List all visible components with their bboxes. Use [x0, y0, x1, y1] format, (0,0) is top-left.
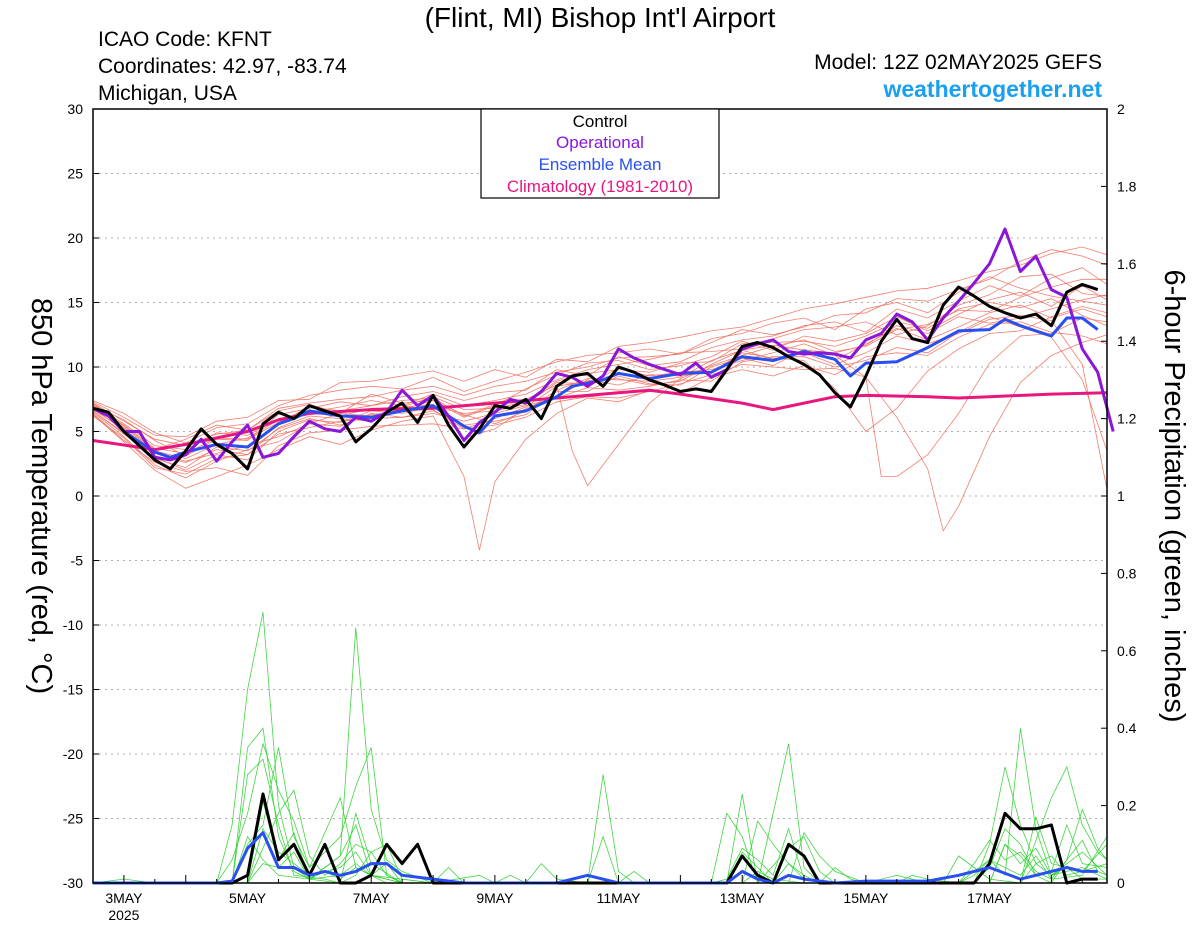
ensemble-member-temp-line [92, 316, 1108, 475]
icao-code: ICAO Code: KFNT [98, 28, 272, 51]
ensemble-member-precip-line [93, 789, 1108, 884]
website-link[interactable]: weathertogether.net [883, 76, 1102, 102]
ensemble-member-precip-line [93, 728, 1108, 884]
y-tick-label-left: 20 [67, 230, 83, 246]
ensemble-member-temp-line [92, 249, 1108, 447]
y-tick-label-right: 2 [1117, 101, 1125, 117]
ensemble-member-temp-line [92, 246, 1108, 438]
x-tick-label: 15MAY [843, 890, 889, 906]
legend-item-operational: Operational [556, 133, 644, 152]
x-tick-label: 5MAY [229, 890, 267, 906]
model-label: Model: 12Z 02MAY2025 GEFS [814, 51, 1102, 74]
y-tick-label-left: -10 [63, 617, 83, 633]
x-tick-label: 13MAY [720, 890, 766, 906]
legend: Control Operational Ensemble Mean Climat… [480, 108, 720, 199]
y-tick-label-right: 1.8 [1117, 178, 1137, 194]
ensemble-members [92, 246, 1108, 885]
y-tick-label-right: 0.4 [1117, 720, 1137, 736]
ensemble-member-temp-line [92, 314, 1108, 490]
temp-series-control [92, 282, 1099, 471]
x-tick-label: 9MAY [476, 890, 514, 906]
precip-series-ensemble-mean [93, 831, 1098, 885]
legend-item-climatology: Climatology (1981-2010) [507, 177, 693, 196]
legend-box [480, 108, 720, 199]
y-tick-label-right: 0 [1117, 875, 1125, 891]
ensemble-member-temp-line [92, 321, 1108, 551]
y-tick-label-left: -25 [63, 811, 83, 827]
y-axis-label-right: 6-hour Precipitation (green, inches) [1158, 270, 1190, 723]
temp-series-ensemble-mean [92, 316, 1099, 459]
region-label: Michigan, USA [98, 82, 237, 105]
y-tick-label-left: 10 [67, 359, 83, 375]
precip-series-control [93, 792, 1098, 885]
legend-item-control: Control [573, 112, 628, 131]
y-tick-label-left: 25 [67, 166, 83, 182]
coordinates: Coordinates: 42.97, -83.74 [98, 55, 347, 78]
y-tick-label-left: 15 [67, 295, 83, 311]
temp-series-operational [92, 227, 1115, 463]
temp-series-climatology [92, 388, 1108, 452]
y-axis-label-left: 850 hPa Temperature (red, °C) [25, 298, 57, 694]
y-tick-label-right: 0.8 [1117, 565, 1137, 581]
chart-title: (Flint, MI) Bishop Int'l Airport [424, 2, 776, 33]
x-tick-label: 11MAY [597, 890, 641, 906]
y-tick-label-left: 30 [67, 101, 83, 117]
legend-item-ensemble-mean: Ensemble Mean [539, 155, 662, 174]
y-tick-label-right: 1.4 [1117, 333, 1137, 349]
y-tick-label-left: -15 [63, 682, 83, 698]
ensemble-member-temp-line [92, 285, 1108, 451]
y-tick-label-left: -5 [71, 553, 84, 569]
y-tick-label-right: 0.6 [1117, 643, 1137, 659]
y-tick-label-right: 1 [1117, 488, 1125, 504]
y-tick-label-right: 0.2 [1117, 798, 1137, 814]
y-tick-label-left: -20 [63, 746, 83, 762]
ensemble-member-temp-line [92, 304, 1108, 479]
y-tick-label-left: 5 [75, 424, 83, 440]
y-tick-label-right: 1.6 [1117, 256, 1137, 272]
y-tick-label-right: 1.2 [1117, 411, 1137, 427]
x-tick-label: 17MAY [967, 890, 1013, 906]
x-tick-label: 7MAY [353, 890, 391, 906]
x-tick-sublabel: 2025 [108, 907, 139, 923]
x-tick-label: 3MAY [105, 890, 143, 906]
ensemble-member-precip-line [92, 612, 1108, 884]
y-tick-label-left: 0 [75, 488, 83, 504]
y-tick-label-left: -30 [63, 875, 83, 891]
grid [93, 173, 1107, 819]
